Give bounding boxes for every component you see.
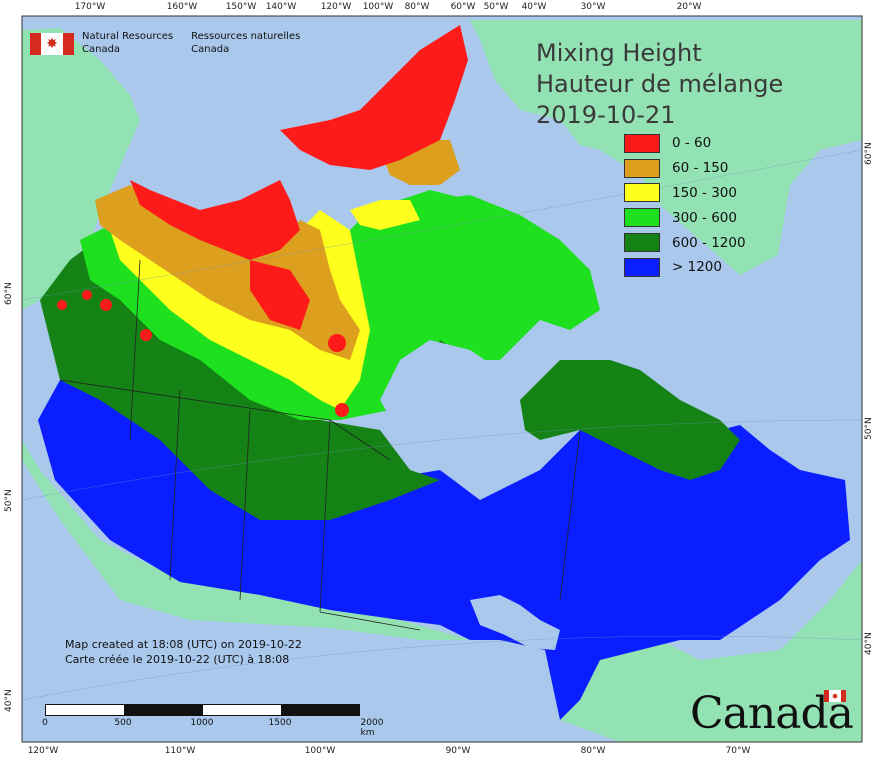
tick-label-left: 40°N [4,689,14,712]
legend-item: 0 - 60 [624,131,746,156]
red-spot [328,334,346,352]
scale-label: 500 [114,718,132,728]
scale-label: 1000 [190,718,214,728]
map-title: Mixing Height Hauteur de mélange 2019-10… [536,38,783,131]
map-date: 2019-10-21 [536,101,676,129]
tick-label-bottom: 120°W [27,746,59,756]
legend-item: 300 - 600 [624,205,746,230]
legend-swatch [624,183,660,203]
legend-swatch [624,233,660,253]
tick-label-top: 60°W [450,2,476,12]
scale-bar: 0 500 1000 1500 2000 km [42,704,383,738]
zone-darkgreen-east [520,360,740,480]
zone-green-baffin [430,195,600,330]
credits: Map created at 18:08 (UTC) on 2019-10-22… [65,637,302,667]
tick-label-top: 30°W [580,2,606,12]
graticule [21,149,863,701]
usa [22,440,862,742]
tick-label-top: 50°W [483,2,509,12]
legend-item: 600 - 1200 [624,230,746,255]
legend-item: 60 - 150 [624,156,746,181]
alaska [22,28,140,310]
red-spot [57,300,67,310]
tick-label-top: 170°W [74,2,106,12]
great-lakes [470,595,560,650]
tick-label-top: 80°W [404,2,430,12]
tick-label-top: 20°W [676,2,702,12]
legend-label: 150 - 300 [672,184,737,201]
hudson-bay [380,340,520,475]
title-fr: Hauteur de mélange [536,70,784,98]
legend-swatch [624,208,660,228]
title-en: Mixing Height [536,39,702,67]
wordmark-flag-icon: ✸ [824,690,846,702]
credits-fr: Carte créée le 2019-10-22 (UTC) à 18:08 [65,653,290,666]
red-spot [140,329,152,341]
legend-label: 300 - 600 [672,209,737,226]
agency-header: ✸ Natural Resources Canada Ressources na… [30,30,318,56]
tick-label-top: 160°W [166,2,198,12]
red-spot [82,290,92,300]
legend: 0 - 60 60 - 150 150 - 300 300 - 600 600 - 12… [624,131,746,280]
tick-label-right: 40°N [864,632,874,655]
tick-label-bottom: 80°W [580,746,606,756]
tick-label-top: 100°W [362,2,394,12]
legend-label: 60 - 150 [672,160,729,177]
tick-label-bottom: 90°W [445,746,471,756]
tick-label-left: 50°N [4,489,14,512]
tick-label-bottom: 100°W [304,746,336,756]
tick-label-right: 50°N [864,417,874,440]
tick-label-right: 60°N [864,142,874,165]
legend-item: > 1200 [624,255,746,280]
zone-red-arctic [280,25,468,170]
greenland [470,20,862,275]
tick-label-bottom: 70°W [725,746,751,756]
zone-red [130,180,300,260]
scale-labels: 0 500 1000 1500 2000 km [42,716,383,738]
zone-red-hudson [250,260,310,330]
legend-label: > 1200 [672,259,722,276]
legend-label: 600 - 1200 [672,234,746,251]
agency-name-en: Natural Resources Canada [82,31,174,55]
legend-label: 0 - 60 [672,135,712,152]
tick-label-top: 150°W [225,2,257,12]
scale-label: 1500 [268,718,292,728]
scale-bar-graphic [45,704,360,716]
tick-label-bottom: 110°W [164,746,196,756]
legend-swatch [624,158,660,178]
scale-label: 0 [42,718,48,728]
zone-yellow-north [350,200,420,230]
legend-swatch [624,133,660,153]
credits-en: Map created at 18:08 (UTC) on 2019-10-22 [65,638,302,651]
scale-label: 2000 km [360,718,384,738]
tick-label-top: 140°W [265,2,297,12]
tick-label-top: 40°W [521,2,547,12]
canada-flag-icon: ✸ [30,33,74,55]
legend-swatch [624,257,660,277]
red-spot [100,299,112,311]
map-border [21,15,863,743]
tick-label-left: 60°N [4,282,14,305]
legend-item: 150 - 300 [624,181,746,206]
red-spot [335,403,349,417]
agency-name-fr: Ressources naturelles Canada [191,31,301,55]
tick-label-top: 120°W [320,2,352,12]
